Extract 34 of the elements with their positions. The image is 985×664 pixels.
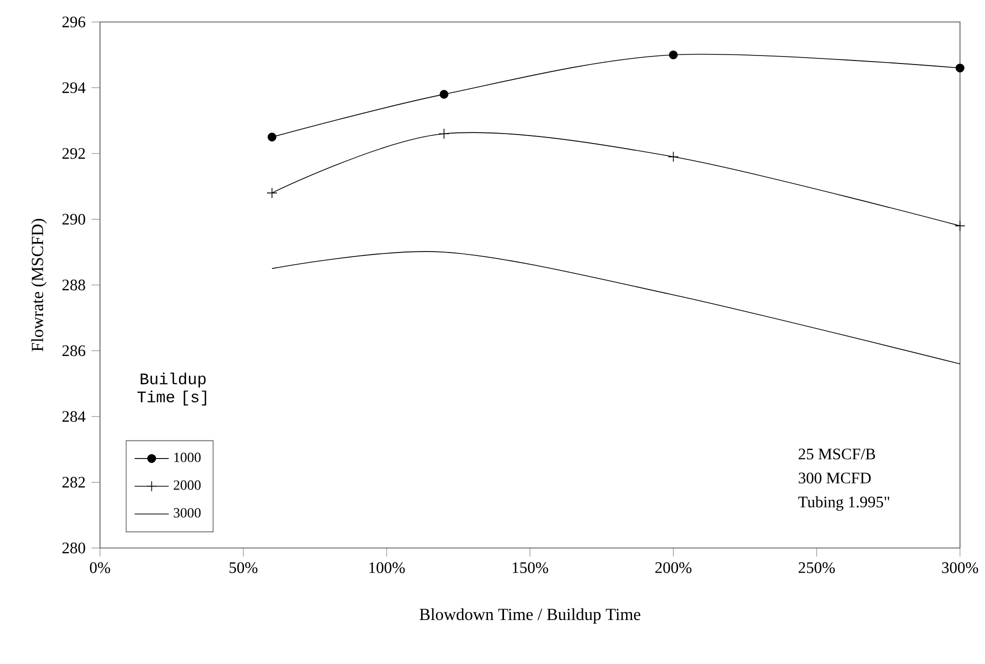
point	[266, 188, 278, 198]
x-tick-label: 150%	[512, 562, 548, 574]
point	[438, 128, 450, 140]
point	[668, 50, 678, 60]
y-axis-title: Flowrate (MSCFD)	[31, 218, 47, 352]
legend-label: 2000	[174, 480, 201, 490]
legend-title: Buildup Time [s]	[137, 372, 206, 406]
annotation: Tubing 1.995"	[798, 496, 890, 511]
x-tick-label: 50%	[230, 562, 258, 574]
y-tick-label: 292	[62, 148, 85, 159]
point	[954, 220, 966, 232]
point	[440, 90, 448, 99]
annotation: 300 MCFD	[798, 472, 871, 484]
x-tick-label: 0%	[90, 562, 110, 574]
y-tick-label: 290	[62, 214, 86, 225]
annotation: 25 MSCF/B	[798, 448, 876, 460]
y-tick-label: 294	[62, 82, 86, 94]
x-tick-label: 100%	[369, 562, 405, 574]
line-series	[272, 251, 960, 364]
legend-label: 1000	[174, 452, 201, 462]
x-axis-title: Blowdown Time / Buildup Time	[420, 608, 640, 624]
y-tick-label: 280	[62, 542, 86, 554]
point	[668, 151, 679, 162]
legend-label: 3000	[174, 508, 201, 518]
point	[268, 132, 276, 142]
x-tick-label: 250%	[798, 562, 835, 574]
y-tick-label: 282	[62, 476, 85, 488]
x-tick-label: 300%	[942, 562, 978, 574]
point	[956, 64, 964, 72]
y-tick-label: 288	[62, 280, 86, 290]
y-tick-label: 296	[62, 16, 86, 28]
y-tick-label: 284	[62, 411, 86, 422]
x-tick-label: 200%	[655, 562, 692, 574]
y-tick-label: 286	[62, 345, 86, 356]
